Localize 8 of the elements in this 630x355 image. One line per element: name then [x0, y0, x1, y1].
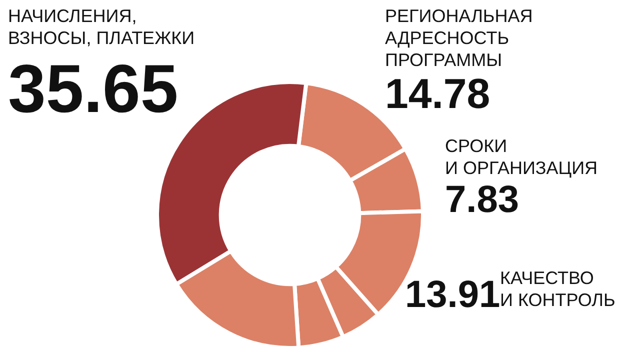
slice-label: КАЧЕСТВО И КОНТРОЛЬ	[500, 268, 616, 310]
data-label: 13.91	[405, 274, 500, 316]
data-label: 14.78	[385, 70, 490, 117]
slice-label: РЕГИОНАЛЬНАЯ АДРЕСНОСТЬ ПРОГРАММЫ	[385, 6, 533, 70]
slice-label: СРОКИ И ОРГАНИЗАЦИЯ	[445, 136, 598, 178]
data-label: 35.65	[8, 51, 178, 127]
slice-label: НАЧИСЛЕНИЯ, ВЗНОСЫ, ПЛАТЕЖКИ	[8, 6, 195, 48]
data-label: 7.83	[445, 179, 519, 221]
